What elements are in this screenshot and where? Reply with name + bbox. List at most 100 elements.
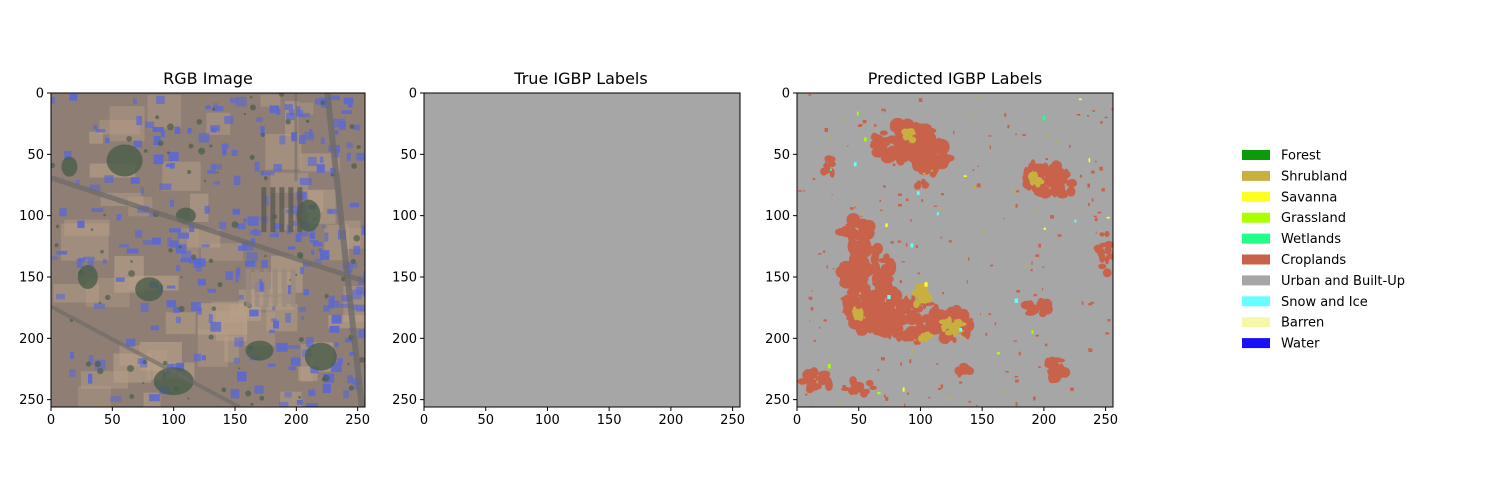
crop-speck (897, 240, 902, 243)
tree (180, 276, 183, 279)
crop-speck (879, 199, 881, 202)
tree (187, 169, 192, 175)
crop-speck (1069, 144, 1071, 148)
shrub-speck (862, 211, 864, 215)
roof (321, 225, 327, 229)
crop-speck (1035, 334, 1039, 337)
crop-speck (1091, 198, 1094, 202)
x-tick-label: 0 (47, 413, 55, 428)
tree (211, 306, 217, 311)
segment-patch (817, 381, 822, 390)
roof (169, 228, 182, 233)
crop-speck (868, 301, 870, 306)
roof (271, 318, 277, 322)
segment-patch (1028, 304, 1040, 315)
tree (105, 294, 111, 301)
roof (341, 110, 352, 114)
roof (279, 135, 286, 145)
crop-speck (1094, 217, 1098, 222)
crop-speck (879, 209, 883, 211)
roof (319, 156, 324, 163)
crop-speck (798, 190, 803, 192)
segment-patch (1055, 368, 1065, 379)
legend-label: Snow and Ice (1281, 295, 1368, 310)
crop-speck (1079, 174, 1082, 178)
tree (250, 402, 254, 406)
crop-speck (1030, 268, 1033, 272)
x-tick-label: 150 (970, 413, 995, 428)
roof (296, 106, 301, 117)
roof (322, 383, 331, 394)
crop-speck (1035, 254, 1040, 257)
roof (205, 105, 211, 110)
roof (272, 230, 279, 236)
crop-speck (1107, 318, 1111, 322)
segment-patch (879, 130, 888, 136)
roof (288, 109, 295, 116)
roof (201, 244, 210, 248)
segment-patch (875, 287, 892, 299)
vegetation-patch (296, 199, 321, 232)
legend-label: Water (1281, 337, 1320, 352)
tree (216, 171, 219, 174)
legend-swatch (1242, 275, 1270, 286)
shrub-speck (1045, 135, 1048, 138)
crop-speck (1038, 243, 1042, 248)
segment-patch (1047, 367, 1057, 376)
crop-speck (921, 141, 923, 143)
x-tick-label: 50 (104, 413, 121, 428)
roof (235, 277, 239, 283)
crop-speck (874, 272, 877, 277)
tree (143, 149, 148, 153)
roof (327, 208, 339, 215)
segment-patch (869, 385, 877, 390)
shrub-speck (960, 336, 963, 339)
roof (330, 362, 342, 373)
shrub-speck (969, 113, 971, 117)
bare-patch (251, 296, 287, 306)
roof (344, 338, 355, 343)
roof (69, 369, 76, 377)
bare-patch (200, 243, 243, 261)
roof (89, 184, 101, 191)
roof (345, 262, 358, 268)
crop-speck (825, 160, 827, 163)
roof (324, 232, 329, 242)
class-speck (1106, 216, 1110, 219)
segment-patch (1030, 175, 1036, 186)
crop-speck (862, 120, 867, 124)
legend-label: Forest (1281, 149, 1321, 164)
roof (56, 250, 68, 255)
segment-patch (920, 297, 929, 304)
roof (304, 131, 315, 141)
tree (167, 123, 174, 131)
roof (337, 358, 343, 364)
roof (201, 355, 206, 361)
segment-patch (869, 268, 883, 275)
roof (269, 329, 276, 333)
crop-speck (1015, 190, 1020, 193)
crop-speck (809, 320, 811, 322)
crop-speck (849, 207, 854, 210)
tree (142, 381, 145, 385)
urban-fill (424, 93, 740, 407)
x-tick-label: 150 (597, 413, 622, 428)
class-speck (902, 387, 905, 392)
shrub-speck (983, 229, 985, 233)
segment-patch (1104, 256, 1110, 265)
y-tick-label: 200 (392, 332, 417, 347)
crop-speck (940, 193, 944, 196)
roof (300, 316, 304, 320)
segment-patch (865, 379, 874, 387)
tree (356, 144, 361, 149)
roof (102, 259, 107, 264)
vegetation-patch (106, 144, 143, 177)
crop-speck (927, 396, 931, 399)
crop-speck (988, 135, 992, 137)
shrub-speck (858, 292, 861, 295)
roof (237, 245, 244, 251)
roof (273, 164, 283, 172)
roof (213, 103, 218, 107)
y-tick-label: 150 (765, 270, 790, 285)
